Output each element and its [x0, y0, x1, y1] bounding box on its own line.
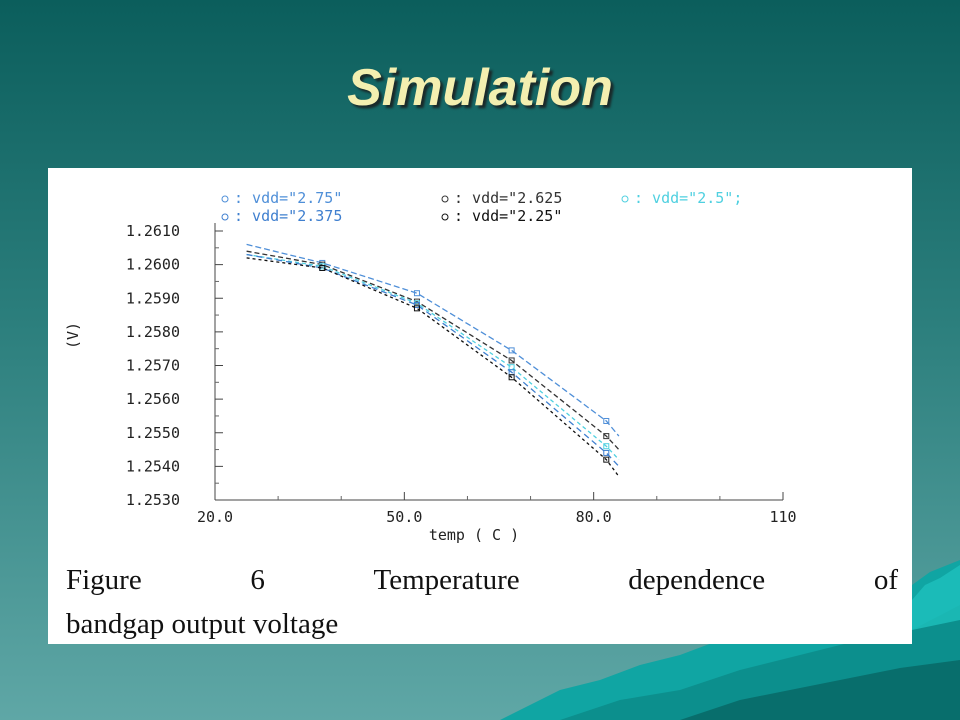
x-axis-label: temp ( C ) — [429, 526, 519, 544]
y-axis-label: (V) — [64, 322, 82, 349]
caption-figure-label: Figure — [66, 564, 142, 596]
caption-figure-number: 6 — [250, 564, 265, 596]
legend-label: : vdd="2.375 — [234, 207, 342, 225]
legend-entry-5: : vdd="2.25" — [441, 207, 562, 225]
y-tick-label: 1.2550 — [126, 424, 180, 442]
caption-line-1: Figure 6 Temperature dependence of — [66, 558, 898, 602]
series-line-3 — [246, 253, 620, 461]
y-tick-label: 1.2600 — [126, 256, 180, 274]
legend-entry-3: : vdd="2.5"; — [621, 189, 742, 207]
series-point-1 — [508, 347, 515, 354]
y-tick-label: 1.2570 — [126, 357, 180, 375]
legend-marker — [221, 213, 229, 221]
legend-marker — [221, 195, 229, 203]
legend-entry-1: : vdd="2.75" — [221, 189, 342, 207]
legend-marker — [621, 195, 629, 203]
series-point-3 — [603, 443, 610, 450]
series-point-1 — [603, 417, 610, 424]
chart-axes: 1.2530 1.2540 1.2550 1.2560 1.2570 1.2580 1.25… — [64, 222, 797, 544]
caption-word-2: dependence — [628, 564, 766, 596]
series-point-4 — [603, 449, 610, 456]
x-tick-label: 50.0 — [386, 508, 422, 526]
legend-entry-4: : vdd="2.375 — [221, 207, 342, 225]
bandgap-voltage-chart: 1.2530 1.2540 1.2550 1.2560 1.2570 1.2580 1.25… — [64, 189, 797, 544]
series-line-2 — [246, 250, 620, 451]
series-point-5 — [319, 264, 326, 271]
legend-marker — [441, 195, 449, 203]
legend-label: : vdd="2.5"; — [634, 189, 742, 207]
y-tick-label: 1.2540 — [126, 457, 180, 475]
series-point-5 — [508, 374, 515, 381]
figure-panel: 1.2530 1.2540 1.2550 1.2560 1.2570 1.2580 1.25… — [48, 168, 912, 644]
chart-series-layer — [246, 243, 620, 477]
legend-label: : vdd="2.75" — [234, 189, 342, 207]
legend-label: : vdd="2.625 — [454, 189, 562, 207]
x-tick-label: 80.0 — [576, 508, 612, 526]
y-tick-label: 1.2590 — [126, 289, 180, 307]
series-point-5 — [603, 456, 610, 463]
caption-line-2: bandgap output voltage — [66, 608, 339, 640]
y-tick-label: 1.2560 — [126, 390, 180, 408]
slide-title: Simulation — [347, 59, 613, 117]
caption-word-1: Temperature — [373, 564, 520, 596]
series-point-1 — [413, 290, 420, 297]
y-tick-label: 1.2610 — [126, 222, 180, 240]
y-tick-label: 1.2530 — [126, 491, 180, 509]
series-point-5 — [413, 305, 420, 312]
series-point-4 — [413, 301, 420, 308]
chart-legend: : vdd="2.75" : vdd="2.625 : vdd="2.5"; : vd… — [221, 189, 742, 225]
series-point-2 — [603, 433, 610, 440]
figure-caption: Figure 6 Temperature dependence of bandg… — [66, 558, 898, 644]
legend-entry-2: : vdd="2.625 — [441, 189, 562, 207]
x-tick-label: 20.0 — [197, 508, 233, 526]
x-tick-label: 110 — [769, 508, 796, 526]
series-line-5 — [246, 257, 620, 477]
legend-marker — [441, 213, 449, 221]
series-line-4 — [246, 253, 620, 467]
y-tick-label: 1.2580 — [126, 323, 180, 341]
caption-word-3: of — [873, 564, 898, 596]
series-point-2 — [508, 357, 515, 364]
legend-label: : vdd="2.25" — [454, 207, 562, 225]
series-line-1 — [246, 243, 620, 437]
